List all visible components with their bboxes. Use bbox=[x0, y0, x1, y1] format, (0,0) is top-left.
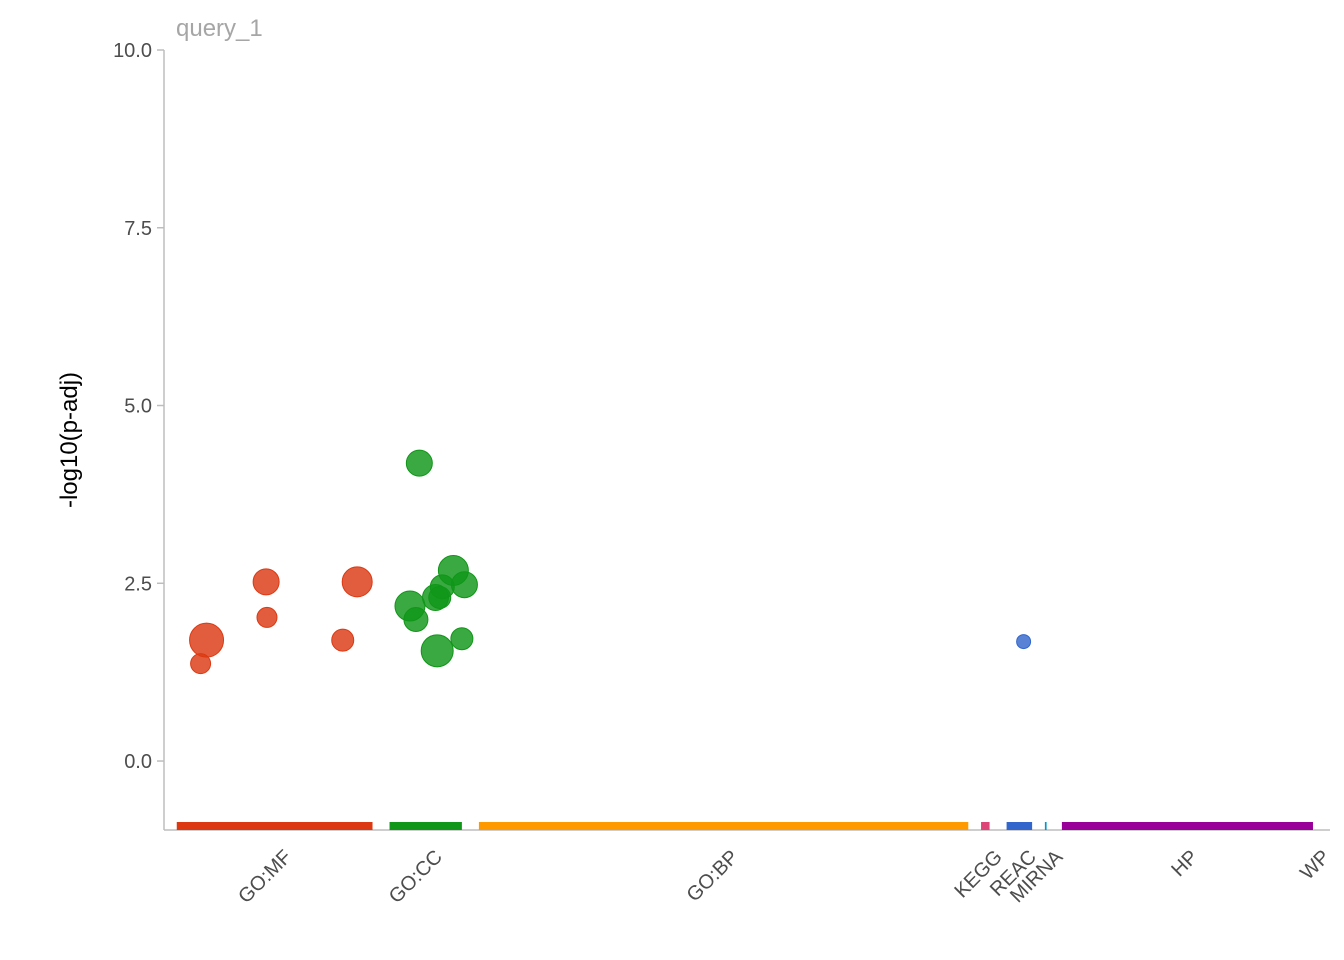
point-go-cc[interactable] bbox=[403, 607, 429, 633]
point-go-mf[interactable] bbox=[341, 566, 373, 598]
point-go-mf[interactable] bbox=[256, 606, 278, 628]
point-go-mf[interactable] bbox=[252, 568, 280, 596]
axes bbox=[163, 50, 1330, 831]
source-bar-reac bbox=[1006, 822, 1033, 830]
y-tick-label: 2.5 bbox=[124, 573, 152, 595]
x-label-hp: HP bbox=[1167, 846, 1202, 881]
source-bar-go-cc bbox=[389, 822, 462, 830]
x-label-go-bp: GO:BP bbox=[683, 846, 743, 906]
source-bar-go-bp bbox=[478, 822, 969, 830]
source-bar-kegg bbox=[981, 822, 990, 830]
y-tick-label: 0.0 bbox=[124, 751, 152, 773]
source-bar-mirna bbox=[1044, 822, 1047, 830]
y-axis-label: -log10(p-adj) bbox=[56, 372, 83, 508]
x-label-go-cc: GO:CC bbox=[385, 846, 447, 908]
point-reac[interactable] bbox=[1016, 634, 1032, 650]
x-label-wp: WP bbox=[1296, 846, 1334, 884]
source-bar-hp bbox=[1061, 822, 1313, 830]
point-go-cc[interactable] bbox=[420, 634, 454, 668]
point-go-mf[interactable] bbox=[331, 628, 355, 652]
source-bar-go-mf bbox=[176, 822, 373, 830]
point-go-cc[interactable] bbox=[450, 571, 478, 599]
point-go-cc[interactable] bbox=[405, 449, 433, 477]
y-ticks: 0.0 2.5 5.0 7.5 10.0 bbox=[113, 40, 164, 773]
x-label-go-mf: GO:MF bbox=[234, 846, 296, 908]
points bbox=[189, 449, 1032, 675]
source-bars bbox=[176, 822, 1313, 830]
point-go-mf[interactable] bbox=[189, 622, 225, 658]
point-go-cc[interactable] bbox=[450, 627, 474, 651]
chart-title: query_1 bbox=[176, 15, 263, 42]
y-tick-label: 7.5 bbox=[124, 218, 152, 240]
y-tick-label: 10.0 bbox=[113, 40, 152, 62]
y-tick-label: 5.0 bbox=[124, 396, 152, 418]
point-go-mf[interactable] bbox=[190, 653, 212, 675]
